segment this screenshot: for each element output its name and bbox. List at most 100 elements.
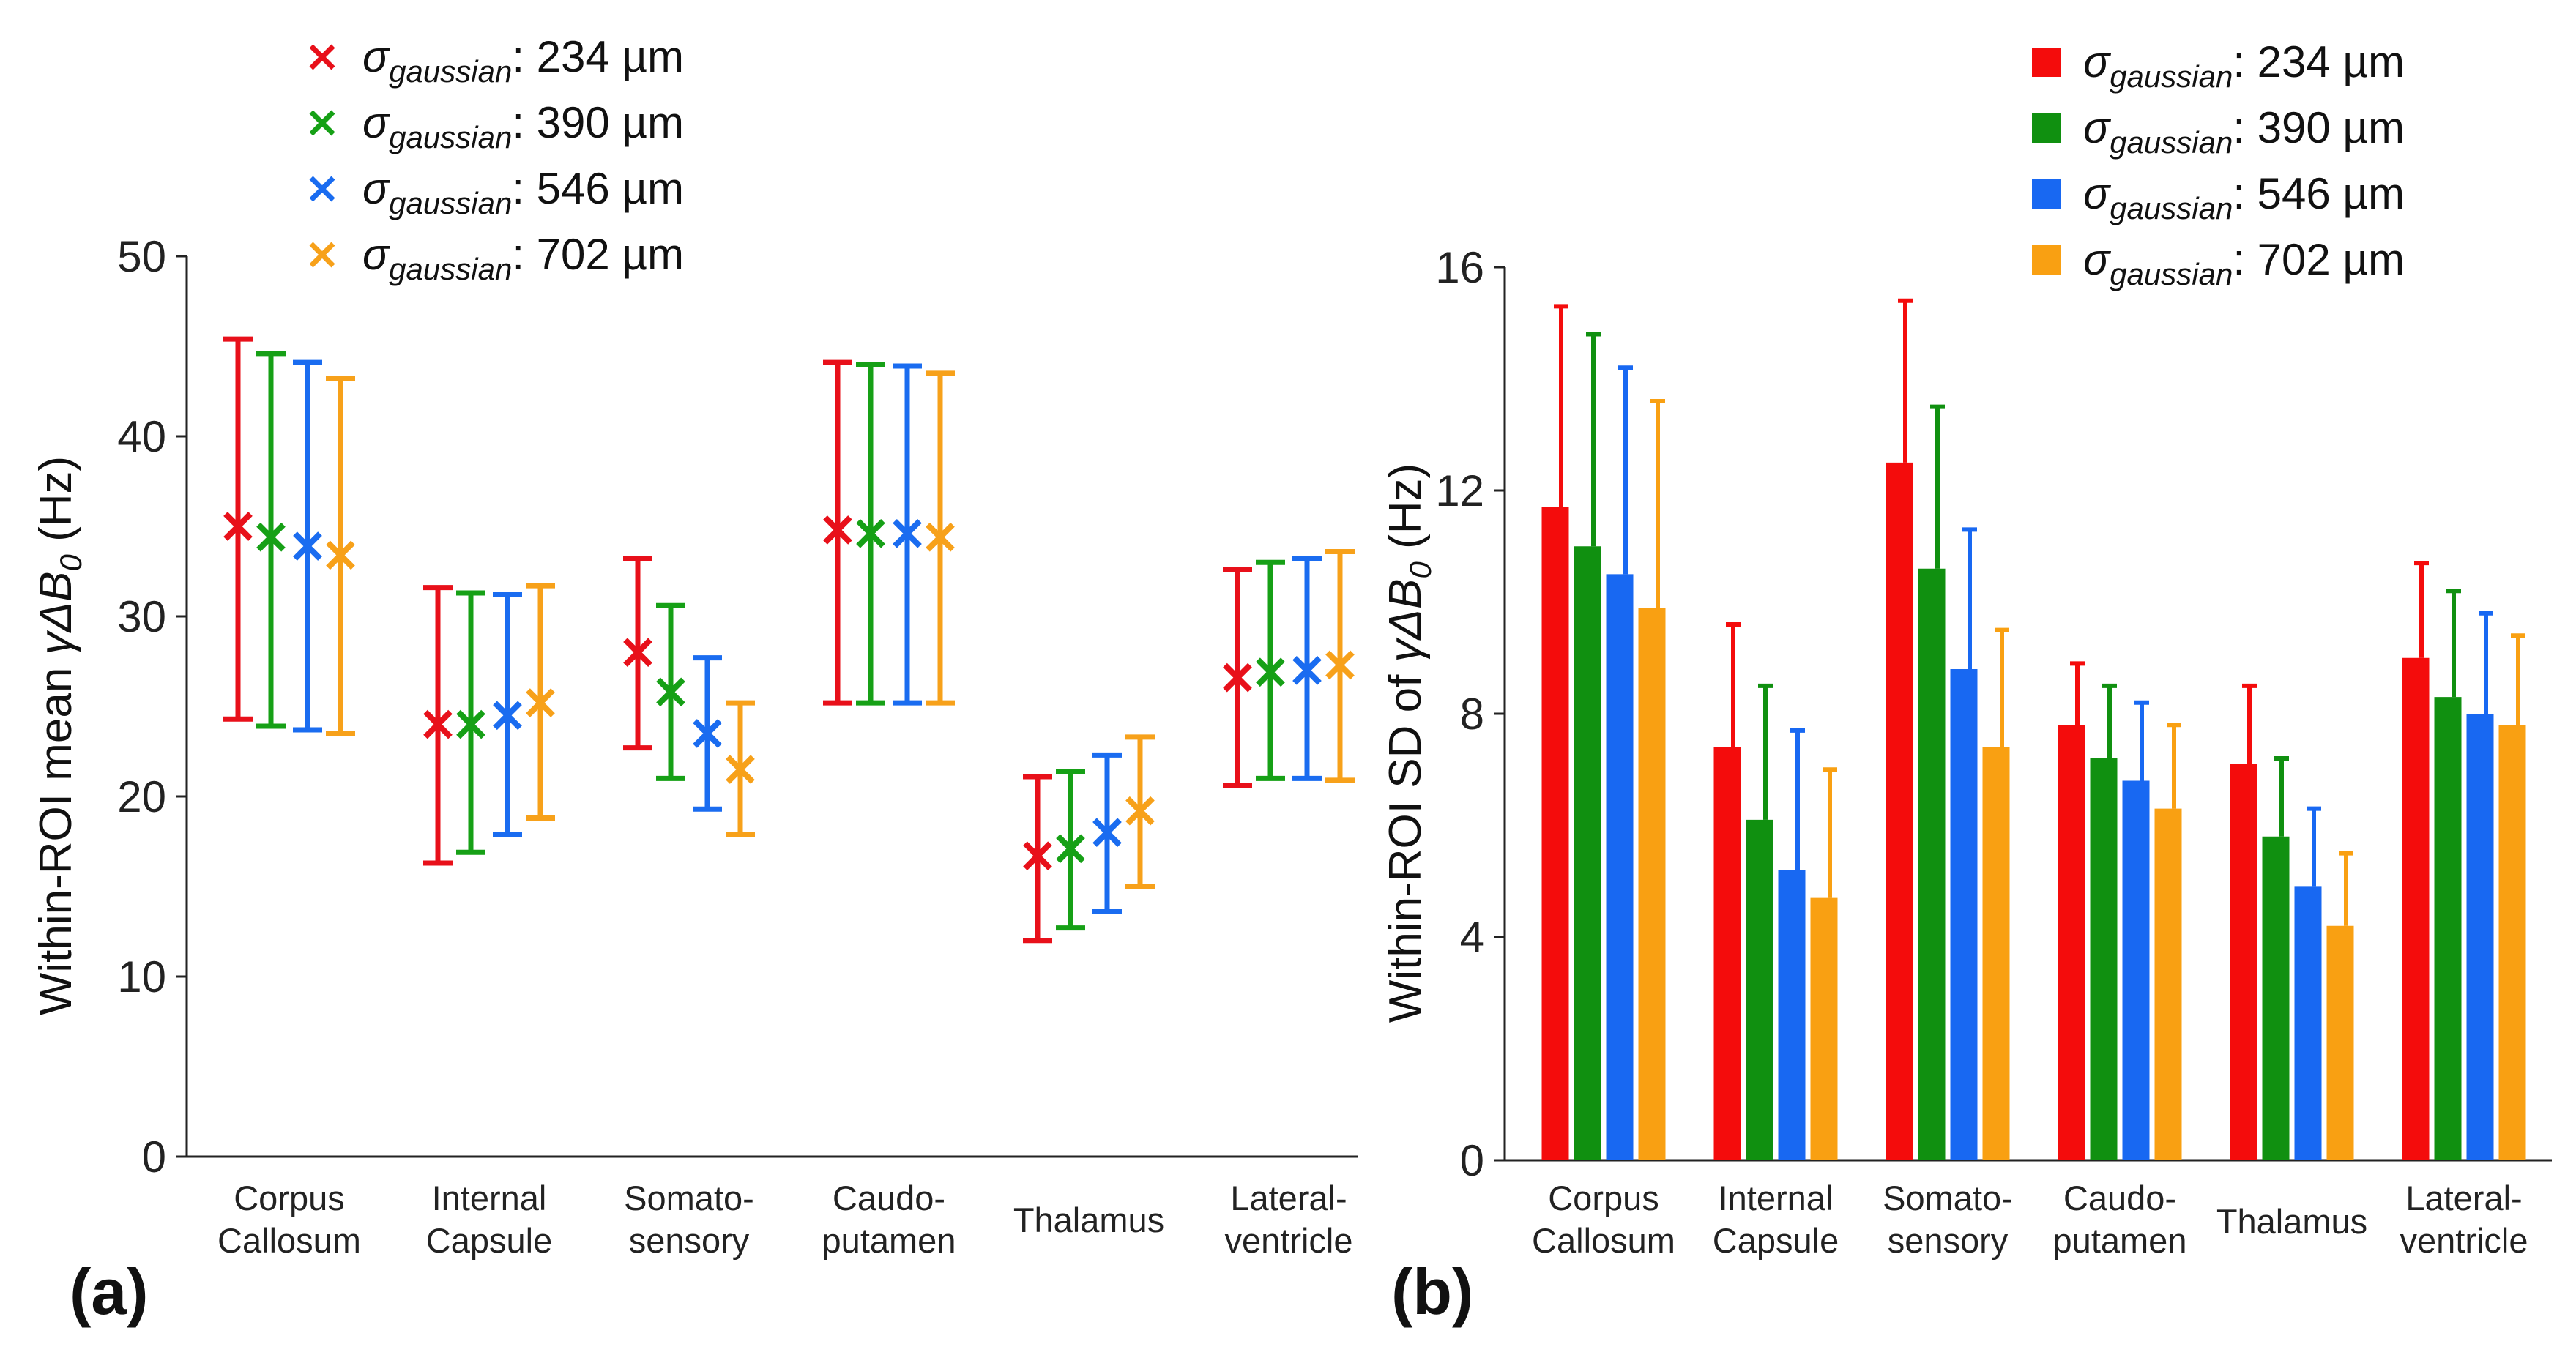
- panel-b-y-tick-label: 8: [1460, 690, 1484, 739]
- panel-b-legend-entry: σgaussian: 234 µm: [2032, 37, 2405, 94]
- panel-a-point: [656, 602, 685, 781]
- panel-b-bar: [1638, 608, 1666, 1160]
- panel-b-bar: [2294, 886, 2322, 1160]
- panel-b-bar: [1982, 747, 2010, 1160]
- panel-b-bar-group: [2326, 851, 2354, 1160]
- panel-b-bar: [1810, 897, 1838, 1160]
- panel-a-point: [623, 556, 652, 751]
- panel-a-marker-x: [726, 755, 755, 784]
- panel-a-legend-entry: σgaussian: 390 µm: [309, 98, 684, 154]
- panel-b-legend-swatch: [2032, 179, 2061, 209]
- panel-a-point: [856, 362, 885, 706]
- panel-b-bar: [1746, 819, 1773, 1160]
- panel-b-legend-label: σgaussian: 390 µm: [2083, 103, 2405, 160]
- panel-b-legend-entry: σgaussian: 546 µm: [2032, 169, 2405, 225]
- panel-a-point: [456, 590, 485, 855]
- panel-b-bar-group: [1886, 298, 1913, 1160]
- panel-b-bar-group: [1746, 683, 1773, 1160]
- panel-a-legend-label: σgaussian: 234 µm: [362, 32, 684, 89]
- panel-b-bar: [2058, 725, 2085, 1160]
- panel-b-legend-label: σgaussian: 546 µm: [2083, 169, 2405, 225]
- panel-a-marker-x: [1325, 650, 1355, 680]
- panel-b-bar-group: [1541, 304, 1569, 1160]
- panel-b-bar: [1541, 507, 1569, 1160]
- panel-b-bar-group: [1713, 622, 1741, 1160]
- panel-b-bar-group: [2122, 700, 2150, 1160]
- panel-a-y-axis-label: Within-ROI mean γΔB0 (Hz): [31, 456, 88, 1015]
- panel-a-legend-label: σgaussian: 390 µm: [362, 98, 684, 154]
- panel-b-category-label: Thalamus: [2216, 1202, 2367, 1241]
- panel-a-marker-x: [693, 719, 722, 748]
- panel-b-y-tick-label: 16: [1435, 243, 1484, 292]
- panel-a-point: [1325, 548, 1355, 783]
- panel-a-marker-x: [1223, 662, 1252, 693]
- panel-a-category-label: Caudo-putamen: [822, 1179, 956, 1260]
- panel-a-y-tick-label: 0: [142, 1132, 166, 1182]
- panel-a-legend-label: σgaussian: 702 µm: [362, 230, 684, 286]
- panel-b-bar: [1574, 546, 1601, 1160]
- panel-b-bar: [1950, 669, 1978, 1160]
- panel-b-label: (b): [1391, 1255, 1473, 1328]
- panel-a-legend-entry: σgaussian: 702 µm: [309, 230, 684, 286]
- panel-b-category-label: Lateral-ventricle: [2400, 1179, 2528, 1260]
- panel-a-legend-entry: σgaussian: 546 µm: [309, 164, 684, 220]
- panel-b-bar: [1713, 747, 1741, 1160]
- panel-b-bar-group: [2466, 611, 2494, 1160]
- panel-b-bar-group: [2262, 756, 2290, 1160]
- panel-a-marker-x: [526, 688, 555, 717]
- panel-b-bar: [2230, 764, 2257, 1160]
- panel-b-legend-label: σgaussian: 234 µm: [2083, 37, 2405, 94]
- panel-a-legend-entry: σgaussian: 234 µm: [309, 32, 684, 89]
- panel-b-bar-group: [2154, 723, 2182, 1160]
- panel-b-bar-group: [2498, 633, 2526, 1160]
- panel-b-y-tick-label: 0: [1460, 1136, 1484, 1185]
- panel-a-point: [893, 363, 922, 706]
- panel-a-marker-x: [223, 512, 253, 541]
- panel-a-marker-x: [326, 540, 355, 570]
- panel-a-point: [1125, 734, 1155, 889]
- panel-a-label: (a): [70, 1255, 149, 1328]
- panel-a-point: [526, 583, 555, 821]
- panel-a-point: [926, 370, 955, 706]
- panel-b-legend-swatch: [2032, 245, 2061, 275]
- panel-b-bar-group: [2294, 806, 2322, 1160]
- panel-b-bar: [1886, 462, 1913, 1160]
- panel-b-bar: [1778, 870, 1806, 1160]
- panel-a-point: [223, 336, 253, 722]
- panel-a-y-tick-label: 10: [117, 952, 166, 1001]
- panel-a-point: [726, 700, 755, 837]
- panel-b-y-axis-label: Within-ROI SD of γΔB0 (Hz): [1380, 463, 1437, 1023]
- panel-b-legend-entry: σgaussian: 702 µm: [2032, 235, 2405, 291]
- panel-b-y-tick-label: 4: [1460, 913, 1484, 962]
- panel-b-legend-entry: σgaussian: 390 µm: [2032, 103, 2405, 160]
- panel-b-bar-group: [1982, 627, 2010, 1160]
- panel-a-y-tick-label: 50: [117, 232, 166, 281]
- panel-b-y-tick-label: 12: [1435, 466, 1484, 515]
- panel-b-bar-group: [1778, 728, 1806, 1160]
- panel-b-bar-group: [1606, 365, 1634, 1160]
- panel-b-bar: [2262, 836, 2290, 1160]
- panel-b-bar: [2090, 758, 2118, 1160]
- panel-a-category-label: Corpus Callosum: [217, 1179, 361, 1260]
- panel-a-marker-x: [823, 515, 852, 545]
- panel-a-marker-x: [293, 531, 322, 561]
- panel-b-legend-swatch: [2032, 48, 2061, 77]
- panel-b-legend-label: σgaussian: 702 µm: [2083, 235, 2405, 291]
- panel-a-point: [1023, 774, 1052, 944]
- panel-b-bar-group: [2434, 589, 2462, 1160]
- panel-b-bar: [2434, 697, 2462, 1160]
- panel-b-bar: [1918, 568, 1946, 1160]
- panel-b-bar-group: [1574, 332, 1601, 1160]
- panel-a-point: [1292, 556, 1322, 781]
- panel-a-marker-x: [623, 638, 652, 668]
- panel-a-marker-x: [1056, 834, 1085, 864]
- panel-a-marker-x: [1292, 655, 1322, 685]
- panel-b-bar: [2498, 725, 2526, 1160]
- panel-a-marker-x: [423, 709, 453, 739]
- panel-a-point: [1223, 567, 1252, 788]
- panel-a-y-tick-label: 40: [117, 412, 166, 461]
- panel-a-point: [693, 655, 722, 812]
- panel-b-bar-group: [2230, 683, 2257, 1160]
- panel-a-category-label: Lateral-ventricle: [1224, 1179, 1352, 1260]
